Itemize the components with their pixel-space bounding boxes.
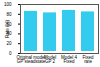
svg-text:Rate (%): Rate (%) xyxy=(5,20,10,38)
svg-text:100: 100 xyxy=(4,2,12,7)
svg-text:Original modelGP steadstate: Original modelGP steadstate xyxy=(16,55,45,65)
svg-text:0: 0 xyxy=(9,51,12,56)
svg-text:Model 4Fixed: Model 4Fixed xyxy=(61,55,78,65)
svg-text:ModelGP 2: ModelGP 2 xyxy=(44,55,56,65)
svg-text:Fixedrate: Fixedrate xyxy=(82,55,94,65)
svg-text:20: 20 xyxy=(6,41,12,46)
svg-text:80: 80 xyxy=(6,12,12,17)
